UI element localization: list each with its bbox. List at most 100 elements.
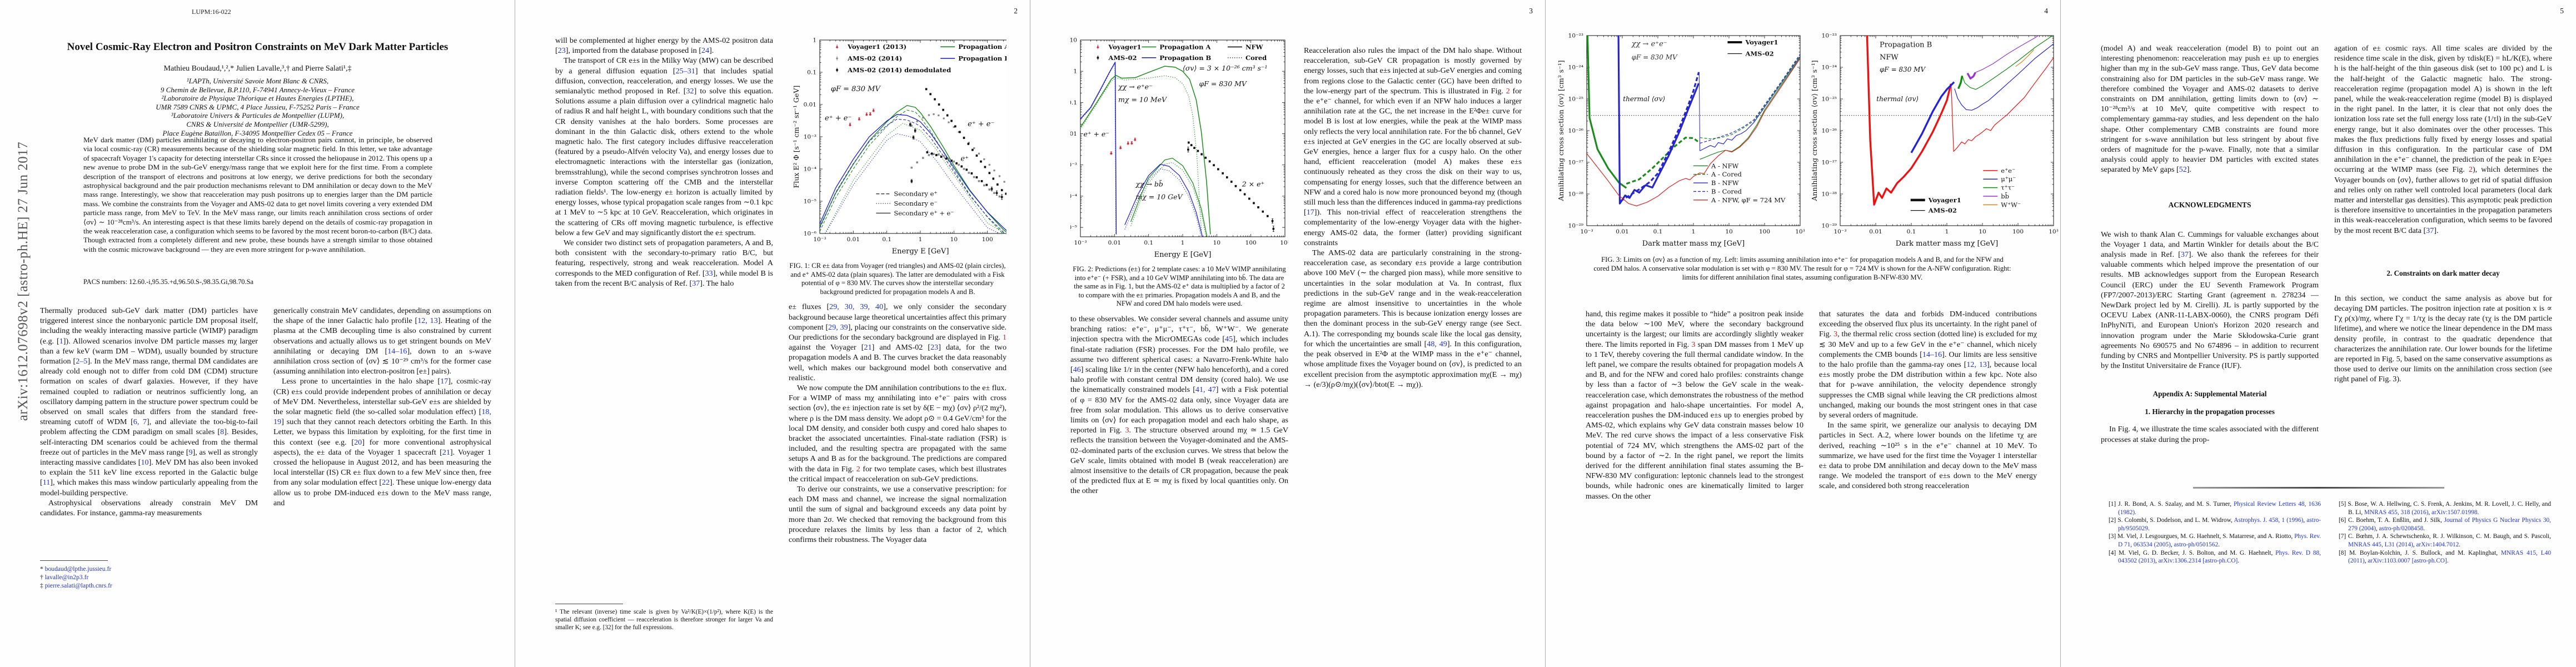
page-5: 5 (model A) and weak reacceleration (mod… [2061,0,2576,667]
paragraph: Less prone to uncertainties in the halo … [273,377,491,507]
reference-link[interactable]: astro-ph/0501562 [2174,541,2219,548]
reference-link[interactable]: Physical Review Letters 48, 1636 (1982). [2118,501,2321,516]
acknowledgments-text: We wish to thank Alan C. Cummings for va… [2101,230,2319,371]
page3-left-text: to these observables. We consider severa… [1070,314,1288,496]
svg-text:10⁻³: 10⁻³ [813,236,826,243]
reference-link[interactable]: MNRAS 445, L31 (2014) [2348,541,2413,548]
paragraph: generically constrain MeV candidates, de… [273,306,491,376]
svg-text:μ⁺μ⁻: μ⁺μ⁻ [2001,175,2016,183]
reference-link[interactable]: arXiv:1306.2314 [astro-ph.CO] [2158,558,2238,565]
svg-text:Voyager1: Voyager1 [1108,43,1141,51]
svg-text:0.01: 0.01 [1616,228,1628,235]
reference-link[interactable]: Phys. Rev. D 71, 063534 (2005) [2118,533,2321,548]
svg-text:100: 100 [1245,240,1257,246]
acknowledgments-heading: ACKNOWLEDGMENTS [2168,200,2251,209]
page4-right-text: that saturates the data and forbids DM-i… [1819,309,2037,491]
reference-link[interactable]: arXiv:1507.01998 [2431,509,2478,516]
svg-text:AMS-02: AMS-02 [1745,49,1773,57]
reference-link[interactable]: astro-ph/0208458 [2379,525,2424,532]
page-1: arXiv:1612.07698v2 [astro-ph.HE] 27 Jun … [0,0,515,667]
paragraph: e± fluxes [29, 30, 39, 40], we only cons… [789,302,1007,382]
page1-column-right: generically constrain MeV candidates, de… [273,306,491,649]
paragraph: We consider two distinct sets of propaga… [555,238,773,288]
reference-item: [8] M. Boylan-Kolchin, J. S. Bullock, an… [2339,549,2551,565]
email-footnote[interactable]: * boudaud@lpthe.jussieu.fr [40,565,112,573]
svg-text:W⁺W⁻: W⁺W⁻ [2001,201,2021,208]
appendix-heading: Appendix A: Supplemental Material [2153,390,2267,399]
reference-link[interactable]: Phys. Rev. D 88, 043502 (2013) [2118,549,2321,565]
reference-link[interactable]: MNRAS 455, 318 (2016) [2364,509,2429,516]
svg-text:10⁻³: 10⁻³ [1580,228,1593,235]
reference-link[interactable]: arXiv:1404.7012 [2416,541,2459,548]
svg-text:10⁻⁴: 10⁻⁴ [1070,193,1077,200]
svg-text:10⁻²⁹: 10⁻²⁹ [1568,223,1583,230]
svg-text:Energy E [GeV]: Energy E [GeV] [892,247,949,256]
svg-text:Dark matter mass mχ [GeV]: Dark matter mass mχ [GeV] [1642,240,1745,248]
email-footnote[interactable]: † lavalle@in2p3.fr [40,574,89,581]
reference-item: [3] M. Viel, J. Lesgourgues, M. G. Haehn… [2109,533,2321,548]
email-footnote[interactable]: ‡ pierre.salati@lapth.cnrs.fr [40,582,112,590]
svg-text:0.1: 0.1 [1653,228,1663,235]
footnote-rule [40,560,108,561]
reference-item: [4] M. Viel, G. D. Becker, J. S. Bolton,… [2109,549,2321,565]
page5-column-right: agation of e± cosmic rays. All time scal… [2334,36,2552,480]
reference-link[interactable]: astro-ph/9505029 [2118,517,2321,532]
author-emails: * boudaud@lpthe.jussieu.fr † lavalle@in2p… [40,565,258,590]
figure-2-caption: FIG. 2: Predictions (e±) for 2 template … [1073,265,1286,308]
reference-link[interactable]: MNRAS 415, L40 (2011) [2348,549,2551,565]
affiliation-line: CNRS & Université de Montpellier (UMR-52… [186,120,329,128]
svg-text:10⁻²⁵: 10⁻²⁵ [1568,96,1583,103]
svg-text:AMS-02 (2014): AMS-02 (2014) [847,54,902,62]
svg-text:0.1: 0.1 [807,69,816,76]
reference-item: [6] C. Boehm, T. A. Enßlin, and J. Silk,… [2339,517,2551,532]
svg-text:B - Cored: B - Cored [1711,187,1742,195]
svg-text:0.01: 0.01 [804,102,816,108]
svg-text:Propagation B: Propagation B [958,54,1007,62]
svg-text:10³: 10³ [1795,228,1805,235]
page-4: 4 10⁻³ 0.01 0.1 1 10 100 10³ 10⁻²⁹ 10⁻²⁸ 10⁻²⁷ 10⁻… [1546,0,2061,667]
svg-text:10: 10 [1979,228,1986,235]
svg-text:1: 1 [1181,240,1185,246]
svg-text:⟨σv⟩ = 3 × 10⁻²⁶ cm³ s⁻¹: ⟨σv⟩ = 3 × 10⁻²⁶ cm³ s⁻¹ [1183,64,1268,72]
svg-text:e⁺ + e⁻: e⁺ + e⁻ [1084,130,1109,138]
svg-text:Annihilating cross section ⟨σv: Annihilating cross section ⟨σv⟩ [cm³ s⁻¹… [1810,60,1818,201]
svg-text:10: 10 [1725,228,1732,235]
svg-text:e⁺e⁻: e⁺e⁻ [2001,167,2015,175]
appendix-sec1-text: In Fig. 4, we illustrate the time scales… [2101,425,2319,444]
svg-text:NFW: NFW [1880,53,1899,62]
page2-left-text: will be complemented at higher energy by… [555,36,773,288]
figure-3-left-chart: 10⁻³ 0.01 0.1 1 10 100 10³ 10⁻²⁹ 10⁻²⁸ 10⁻²⁷ 10⁻²⁶… [1557,33,1805,248]
page4-left-text: hand, this regime makes it possible to “… [1586,309,1803,501]
figure-1-caption: FIG. 1: CR e± data from Voyager (red tri… [789,262,1006,296]
references-rule [2193,487,2444,489]
paragraph: Astrophysical observations already const… [40,498,258,518]
svg-text:10⁻²⁶: 10⁻²⁶ [1822,128,1837,135]
page5-right-text: agation of e± cosmic rays. All time scal… [2334,43,2552,236]
svg-text:1: 1 [919,236,923,243]
paragraph: We now compute the DM annihilation contr… [789,384,1007,484]
page3-right-text: Reacceleration also rules the impact of … [1304,46,1522,390]
reference-link[interactable]: Astrophys. J. 458, 1 (1996) [2234,517,2304,524]
affiliation-line: Place Eugène Bataillon, F-34095 Montpell… [162,128,353,137]
page2-footnote-block: ¹ The relevant (inverse) time scale is g… [555,604,773,632]
svg-text:Secondary e⁻: Secondary e⁻ [894,200,937,207]
affiliation-line: 9 Chemin de Bellevue, B.P.110, F-74941 A… [160,85,355,94]
svg-text:mχ = 10 MeV: mχ = 10 MeV [1118,96,1168,104]
page3-column-left: 10⁻³ 0.01 0.1 1 10 100 10³ 10⁻⁵ 10⁻⁴ 10⁻³ 0.01 0.1 1… [1070,36,1288,649]
svg-text:φF = 830 MV: φF = 830 MV [1199,79,1247,88]
svg-text:10⁻²⁶: 10⁻²⁶ [1568,128,1583,135]
svg-text:10: 10 [1213,240,1220,246]
svg-text:1: 1 [1692,228,1696,235]
authors-line: Mathieu Boudaud,¹,²,* Julien Lavalle,³,†… [163,64,352,73]
appendix-sec2-heading: 2. Constraints on dark matter decay [2386,268,2500,277]
paragraph: To derive our constraints, we use a cons… [789,485,1007,545]
page-number: 4 [2044,7,2048,15]
reference-link[interactable]: Journal of Physics G Nuclear Physics 30,… [2348,517,2551,532]
reference-link[interactable]: arXiv:1103.0007 [astro-ph.CO] [2368,558,2447,565]
page1-column-left: Thermally produced sub-GeV dark matter (… [40,306,258,649]
svg-text:10⁻³: 10⁻³ [1070,162,1077,168]
paragraph: to these observables. We consider severa… [1070,314,1288,496]
figure-2: 10⁻³ 0.01 0.1 1 10 100 10³ 10⁻⁵ 10⁻⁴ 10⁻³ 0.01 0.1 1… [1070,36,1288,263]
svg-text:10⁻²⁷: 10⁻²⁷ [1568,160,1583,166]
svg-text:Energy E [GeV]: Energy E [GeV] [1154,251,1212,259]
